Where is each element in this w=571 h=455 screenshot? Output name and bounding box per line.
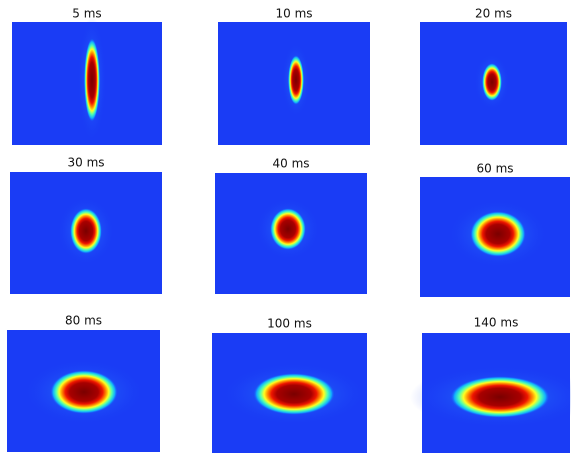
panel-label: 100 ms bbox=[267, 317, 312, 331]
atom-cloud bbox=[470, 211, 526, 257]
panel-label: 140 ms bbox=[474, 316, 519, 330]
atom-cloud bbox=[70, 208, 102, 254]
panel-label: 60 ms bbox=[476, 162, 513, 176]
atom-cloud bbox=[50, 370, 118, 414]
atom-cloud bbox=[253, 373, 335, 415]
atom-cloud bbox=[450, 376, 550, 418]
atom-cloud bbox=[288, 55, 304, 105]
atom-cloud bbox=[482, 63, 502, 101]
atom-cloud bbox=[84, 38, 100, 122]
panel-label: 5 ms bbox=[72, 7, 101, 21]
panel-label: 20 ms bbox=[475, 7, 512, 21]
panel-label: 10 ms bbox=[275, 7, 312, 21]
panel-label: 80 ms bbox=[65, 314, 102, 328]
atom-cloud bbox=[270, 208, 306, 250]
panel-label: 40 ms bbox=[272, 157, 309, 171]
panel-label: 30 ms bbox=[67, 156, 104, 170]
